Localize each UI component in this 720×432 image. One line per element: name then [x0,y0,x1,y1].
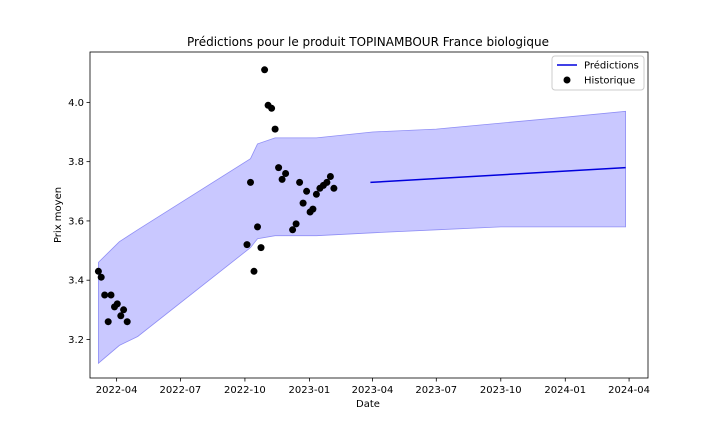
history-point [312,190,320,198]
confidence-band-area [98,110,626,365]
history-point [250,267,258,275]
y-tick-label: 3.6 [68,216,84,227]
history-point [257,244,265,252]
history-point [101,291,109,299]
history-point [309,205,317,213]
history-point [282,170,290,177]
history-point [254,223,261,231]
x-tick-label: 2022-04 [96,385,138,396]
history-point [292,220,300,228]
prediction-line-layer [370,166,626,184]
history-point [275,164,283,172]
plot-axes-frame [89,51,649,379]
history-point [113,300,121,308]
history-point [299,199,307,207]
history-point [278,175,286,183]
legend-history-label: Historique [584,76,635,87]
y-axis-ticks: 3.2 3.4 3.6 3.8 4.0 [68,98,90,346]
history-point [289,226,297,234]
x-tick-label: 2023-07 [415,385,457,396]
prediction-line [370,166,626,184]
x-axis-label: Date [356,399,380,410]
prediction-interval-band [98,110,626,365]
x-tick-label: 2022-10 [224,385,266,396]
x-tick-label: 2024-01 [544,385,586,396]
x-tick-label: 2024-04 [608,385,650,396]
history-point [323,178,331,186]
plot-frame [89,51,649,379]
history-point [330,184,338,192]
y-tick-label: 3.8 [68,157,84,168]
legend-prediction-label: Prédictions [584,60,639,72]
y-tick-label: 4.0 [68,98,84,109]
history-point [123,318,131,326]
history-point [261,66,269,74]
x-tick-label: 2023-04 [352,385,394,396]
history-points [94,66,338,326]
history-point [247,178,254,186]
x-tick-label: 2023-01 [289,385,331,396]
history-point [107,291,115,299]
history-point [120,306,128,314]
history-point [296,178,304,186]
legend: Prédictions Historique [551,55,645,91]
y-tick-label: 3.2 [68,335,84,346]
legend-history-swatch [563,76,571,84]
x-tick-label: 2022-07 [160,385,202,396]
history-point [117,312,125,320]
history-point [94,267,102,275]
history-point [243,241,251,249]
history-point [268,104,276,112]
x-tick-label: 2023-10 [480,385,522,396]
history-point [97,273,105,281]
x-axis-ticks: 2022-04 2022-07 2022-10 2023-01 2023-04 2023-… [96,378,650,396]
history-point [271,125,279,133]
chart-title: Prédictions pour le produit TOPINAMBOUR … [187,35,549,49]
history-point [303,187,311,195]
history-point [104,318,112,326]
y-tick-label: 3.4 [68,276,84,287]
y-axis-label: Prix moyen [53,187,64,243]
history-point [326,173,334,180]
